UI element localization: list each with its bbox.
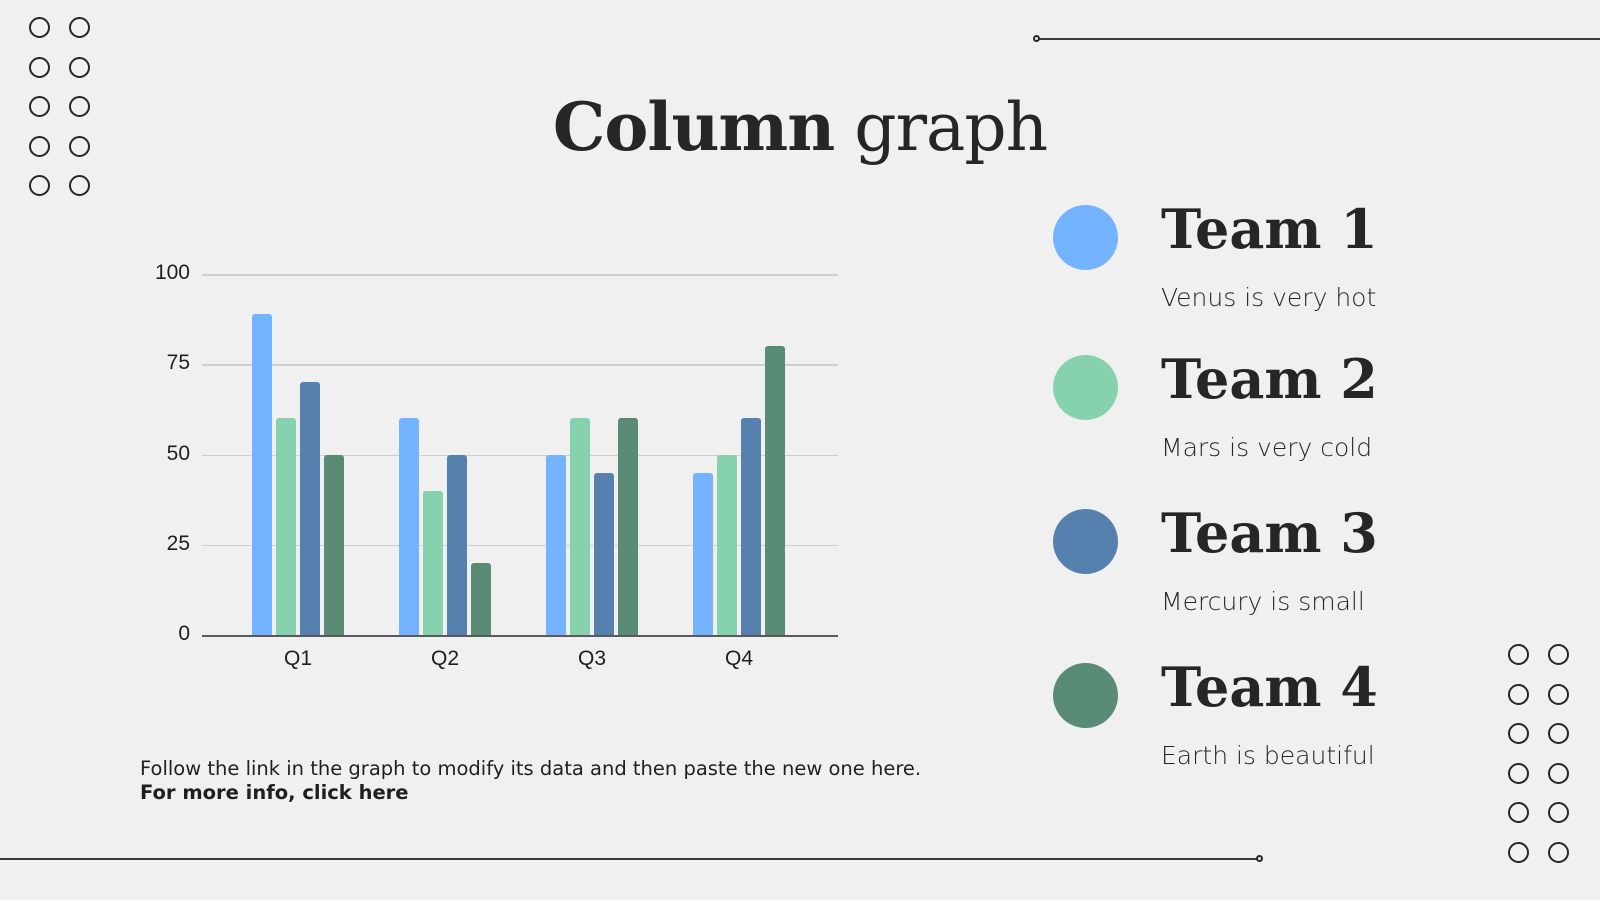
bar-q4-team-1[interactable]: [693, 472, 713, 635]
bar-q2-team-2[interactable]: [423, 490, 443, 635]
legend-swatch-icon: [1053, 663, 1118, 728]
y-tick-label: 50: [166, 441, 190, 465]
bar-q3-team-1[interactable]: [546, 454, 566, 635]
legend-swatch-icon: [1053, 509, 1118, 574]
line-end-circle-icon: [1256, 855, 1263, 862]
bar-q1-team-3[interactable]: [300, 382, 320, 635]
column-chart[interactable]: 0 25 50 75 100 Q1 Q2 Q3 Q4: [140, 255, 850, 685]
slide-title: Column graph: [0, 88, 1600, 166]
y-tick-label: 0: [178, 622, 190, 645]
decorative-line-top: [1033, 35, 1600, 42]
title-regular: graph: [854, 89, 1048, 166]
bar-q2-team-4[interactable]: [471, 562, 491, 635]
bar-q2-team-3[interactable]: [447, 454, 467, 635]
bar-q4-team-4[interactable]: [765, 346, 785, 635]
bar-q1-team-4[interactable]: [324, 454, 344, 635]
y-tick-label: 75: [166, 351, 190, 375]
bar-q3-team-2[interactable]: [570, 418, 590, 635]
bar-q4-team-2[interactable]: [717, 454, 737, 635]
legend-swatch-icon: [1053, 205, 1118, 270]
legend-description: Mercury is small: [1161, 587, 1365, 616]
bar-q4-team-3[interactable]: [741, 418, 761, 635]
legend-swatch-icon: [1053, 355, 1118, 420]
note-text: Follow the link in the graph to modify i…: [140, 757, 922, 780]
y-tick-label: 100: [154, 261, 190, 284]
gridline: [202, 454, 838, 456]
x-tick-label: Q4: [724, 647, 753, 670]
decorative-line-bottom: [0, 855, 1263, 862]
x-tick-label: Q3: [577, 647, 606, 670]
title-bold: Column: [552, 88, 835, 166]
bar-q2-team-1[interactable]: [399, 418, 419, 635]
bar-q1-team-2[interactable]: [276, 418, 296, 635]
gridline: [202, 544, 838, 547]
more-info-link[interactable]: For more info, click here: [140, 781, 409, 804]
decorative-dot-grid-bottom-right: [1508, 644, 1572, 863]
line-end-circle-icon: [1033, 35, 1040, 42]
legend-description: Earth is beautiful: [1161, 741, 1375, 770]
bar-q3-team-4[interactable]: [618, 418, 638, 635]
decorative-dot-grid-top-left: [29, 17, 93, 196]
y-tick-label: 25: [166, 531, 190, 555]
gridline: [202, 364, 838, 366]
x-tick-label: Q1: [283, 647, 312, 670]
legend-description: Venus is very hot: [1161, 283, 1377, 312]
bar-q1-team-1[interactable]: [252, 313, 272, 635]
bar-q3-team-3[interactable]: [594, 472, 614, 635]
x-axis-line: [202, 635, 838, 637]
x-tick-label: Q2: [430, 647, 459, 670]
gridline: [202, 274, 838, 276]
legend-title: Team 3: [1161, 501, 1378, 565]
footnote: Follow the link in the graph to modify i…: [140, 757, 921, 804]
legend-title: Team 2: [1161, 347, 1378, 411]
legend-description: Mars is very cold: [1161, 433, 1373, 462]
legend-title: Team 4: [1161, 655, 1378, 719]
legend-title: Team 1: [1161, 197, 1378, 261]
